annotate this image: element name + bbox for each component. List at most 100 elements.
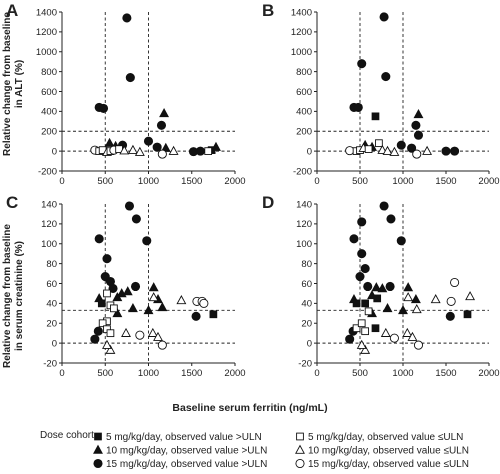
data-point: [153, 331, 163, 341]
data-point: [157, 149, 167, 159]
y-tick-label: 600: [296, 87, 312, 98]
panel-letter: C: [6, 193, 18, 212]
x-tick-label: 1000: [392, 176, 413, 187]
data-point: [152, 142, 162, 152]
data-point: [93, 326, 103, 336]
data-point: [134, 146, 145, 156]
x-tick-label: 0: [314, 176, 319, 187]
y-axis-label-top-line1: Relative change from baseline: [2, 12, 13, 156]
legend-marker-circle-open: [295, 458, 305, 469]
data-point: [422, 145, 433, 155]
data-point: [130, 281, 141, 292]
x-tick-label: 0: [314, 368, 319, 379]
data-point: [396, 140, 406, 150]
x-tick-label: 2000: [224, 368, 245, 379]
data-point: [411, 120, 421, 130]
y-tick-label: 120: [296, 219, 312, 230]
data-point: [385, 281, 395, 292]
data-point: [98, 103, 109, 113]
data-point: [148, 282, 159, 292]
y-tick-label: 1400: [36, 7, 57, 18]
data-point: [122, 286, 133, 296]
data-point: [105, 344, 116, 354]
legend-label: 5 mg/kg/day, observed value ≤ULN: [308, 432, 463, 443]
data-point: [157, 340, 167, 350]
y-tick-label: 800: [41, 67, 57, 78]
y-tick-label: 400: [41, 107, 57, 118]
data-point: [371, 324, 380, 333]
legend-title: Dose cohort: [40, 430, 94, 441]
y-tick-label: 200: [296, 127, 312, 138]
legend-marker-circle-filled: [93, 458, 103, 469]
y-tick-label: 100: [41, 239, 57, 250]
y-tick-label: 1200: [36, 27, 57, 38]
data-point: [156, 120, 167, 130]
data-point: [430, 294, 441, 304]
data-point: [121, 327, 131, 337]
data-point: [441, 146, 451, 156]
y-tick-label: 600: [41, 87, 57, 98]
y-tick-label: 800: [296, 67, 312, 78]
data-point: [349, 234, 359, 244]
data-point: [191, 311, 201, 321]
data-point: [446, 296, 456, 306]
data-point: [361, 327, 370, 336]
data-point: [104, 137, 115, 147]
y-tick-label: 1200: [291, 27, 312, 38]
legend-marker-triangle-filled: [93, 444, 103, 454]
data-point: [345, 146, 355, 156]
y-tick-label: -20: [298, 358, 312, 369]
x-tick-label: 0: [59, 368, 64, 379]
data-point: [119, 145, 130, 155]
data-point: [110, 304, 118, 313]
legend: Dose cohort 5 mg/kg/day, observed value …: [40, 430, 469, 470]
y-tick-label: 100: [296, 239, 312, 250]
data-point: [195, 146, 205, 156]
data-point: [375, 139, 383, 148]
y-tick-label: 1000: [36, 47, 57, 58]
y-tick-label: -200: [38, 166, 57, 177]
data-point: [157, 302, 168, 312]
data-point: [148, 292, 159, 302]
data-point: [98, 319, 107, 328]
data-point: [463, 310, 472, 319]
data-point: [127, 144, 138, 154]
x-tick-label: 2000: [478, 176, 499, 187]
y-tick-label: 200: [41, 127, 57, 138]
x-axis-label: Baseline serum ferritin (ng/mL): [172, 402, 327, 414]
data-point: [364, 307, 373, 316]
data-point: [131, 214, 141, 224]
x-tick-label: 500: [352, 176, 368, 187]
data-point: [402, 327, 413, 337]
data-point: [122, 13, 132, 23]
data-point: [371, 282, 382, 292]
y-tick-label: 80: [46, 259, 57, 270]
data-point: [159, 108, 170, 118]
data-point: [124, 201, 135, 211]
y-tick-label: 1400: [291, 7, 312, 18]
x-tick-label: 500: [352, 368, 368, 379]
data-point: [352, 324, 361, 333]
y-axis-label-top-line2: in ALT (%): [14, 60, 25, 108]
data-point: [382, 145, 393, 155]
data-point: [204, 147, 213, 155]
data-point: [413, 340, 424, 350]
y-tick-label: 60: [301, 279, 312, 290]
data-point: [403, 282, 414, 292]
data-point: [398, 304, 408, 315]
legend-label: 15 mg/kg/day, observed value ≤ULN: [308, 459, 469, 470]
data-point: [142, 236, 152, 246]
data-point: [445, 311, 455, 321]
data-point: [450, 277, 460, 288]
legend-marker-square-filled: [94, 432, 102, 441]
data-point: [143, 304, 154, 315]
data-point: [363, 281, 373, 292]
data-point: [357, 319, 366, 328]
data-point: [108, 283, 118, 294]
data-point: [143, 136, 154, 146]
y-axis-label-bottom-line2: in serum creatinine (%): [14, 241, 25, 351]
data-point: [360, 344, 371, 354]
